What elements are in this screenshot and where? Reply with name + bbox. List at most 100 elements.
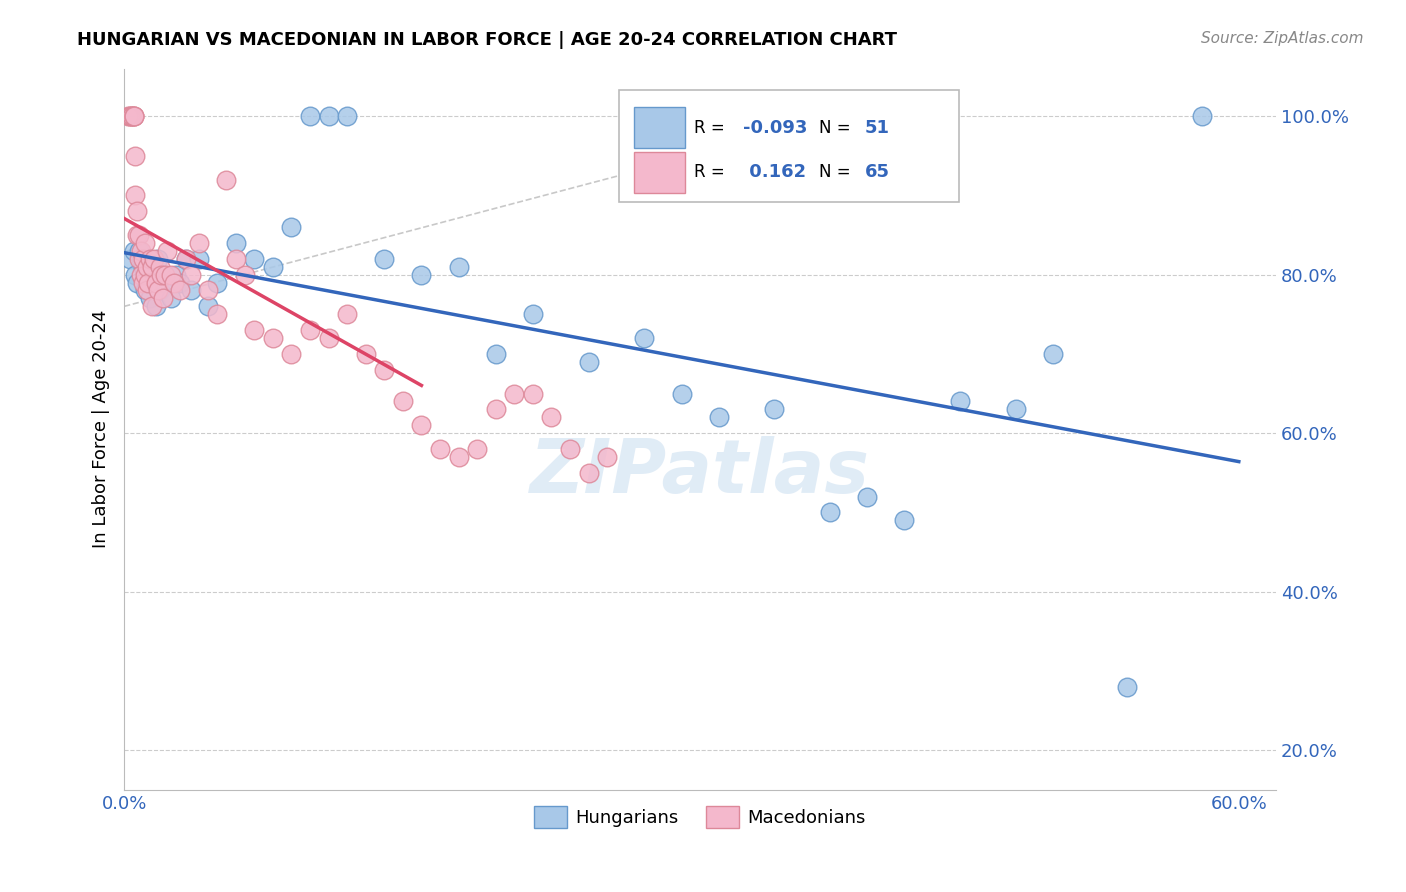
Point (280, 347, 302, 361)
Point (132, 252, 155, 266)
Point (141, 299, 163, 313)
Point (152, 292, 174, 306)
Point (145, 299, 167, 313)
Legend: Hungarians, Macedonians: Hungarians, Macedonians (527, 798, 873, 835)
Point (596, 450, 619, 464)
Point (373, 363, 395, 377)
Point (159, 292, 181, 306)
Point (121, 109, 143, 123)
Point (153, 268, 176, 282)
Text: -0.093: -0.093 (742, 119, 807, 136)
Point (141, 260, 163, 274)
Point (153, 276, 176, 290)
Text: N =: N = (818, 119, 851, 136)
Point (142, 268, 165, 282)
Point (411, 418, 433, 433)
Point (135, 268, 157, 282)
Point (243, 252, 266, 266)
Point (578, 466, 600, 480)
Text: 0.162: 0.162 (742, 163, 806, 181)
Point (187, 235, 209, 250)
Point (298, 323, 321, 337)
Point (165, 268, 187, 282)
Point (146, 252, 169, 266)
Point (180, 268, 202, 282)
Point (485, 402, 508, 417)
Point (122, 244, 145, 258)
Point (118, 109, 141, 123)
Point (134, 284, 156, 298)
Point (1116, 680, 1139, 694)
Point (187, 252, 209, 266)
Point (138, 276, 160, 290)
Point (135, 284, 157, 298)
Point (373, 252, 395, 266)
Point (1005, 402, 1028, 417)
Point (139, 252, 162, 266)
Point (129, 268, 152, 282)
Point (127, 204, 149, 219)
Point (128, 227, 150, 242)
Point (522, 307, 544, 321)
Point (447, 260, 470, 274)
Text: 65: 65 (865, 163, 890, 181)
Point (558, 442, 581, 456)
Point (197, 299, 219, 313)
Point (180, 284, 202, 298)
Point (146, 284, 169, 298)
Point (411, 268, 433, 282)
Point (949, 394, 972, 409)
Point (139, 292, 162, 306)
Text: N =: N = (818, 163, 851, 181)
Point (122, 109, 145, 123)
Point (122, 109, 145, 123)
Point (124, 188, 146, 202)
Point (318, 331, 340, 345)
Point (818, 506, 841, 520)
Point (354, 347, 377, 361)
Point (633, 331, 655, 345)
Point (121, 109, 143, 123)
Point (174, 252, 197, 266)
Point (118, 109, 141, 123)
FancyBboxPatch shape (634, 153, 685, 193)
Point (138, 276, 160, 290)
Point (156, 244, 179, 258)
Point (233, 268, 256, 282)
Point (298, 109, 321, 123)
Point (134, 235, 156, 250)
Point (1042, 347, 1064, 361)
Point (134, 268, 156, 282)
Point (148, 260, 170, 274)
Point (392, 394, 415, 409)
FancyBboxPatch shape (634, 107, 685, 148)
Point (150, 268, 173, 282)
Point (142, 252, 165, 266)
Point (318, 109, 340, 123)
Point (129, 244, 152, 258)
Point (205, 276, 228, 290)
Point (174, 252, 197, 266)
Point (262, 260, 284, 274)
Text: R =: R = (695, 119, 725, 136)
Point (124, 149, 146, 163)
Point (1191, 109, 1213, 123)
Point (447, 450, 470, 464)
Point (225, 252, 247, 266)
Point (117, 109, 139, 123)
Point (465, 442, 488, 456)
Point (169, 284, 191, 298)
Point (280, 220, 302, 235)
Y-axis label: In Labor Force | Age 20-24: In Labor Force | Age 20-24 (93, 310, 110, 549)
Point (163, 276, 186, 290)
Text: Source: ZipAtlas.com: Source: ZipAtlas.com (1201, 31, 1364, 46)
Point (485, 347, 508, 361)
Point (197, 284, 219, 298)
Point (503, 386, 526, 401)
Text: HUNGARIAN VS MACEDONIAN IN LABOR FORCE | AGE 20-24 CORRELATION CHART: HUNGARIAN VS MACEDONIAN IN LABOR FORCE |… (77, 31, 897, 49)
Point (135, 260, 157, 274)
FancyBboxPatch shape (620, 90, 959, 202)
Point (150, 268, 173, 282)
Point (128, 244, 150, 258)
Point (522, 386, 544, 401)
